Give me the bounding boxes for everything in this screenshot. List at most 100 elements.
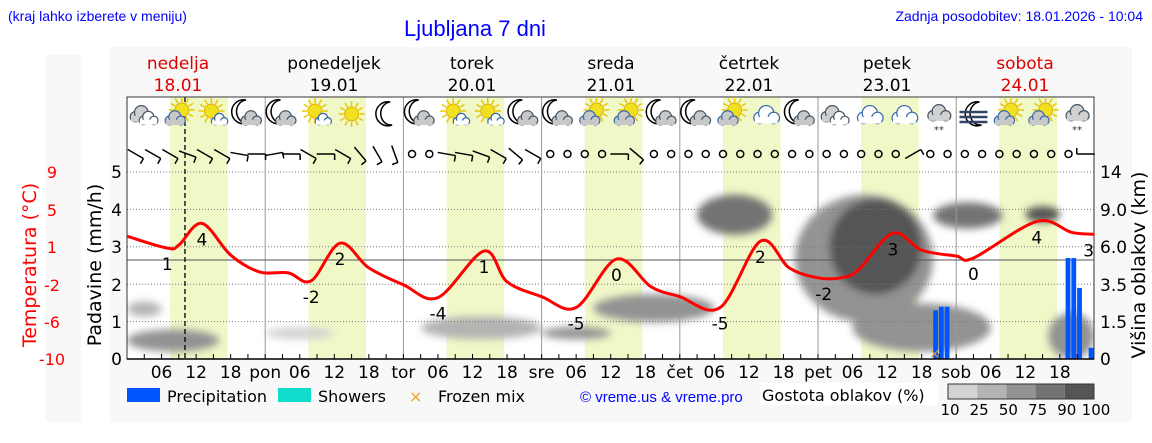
daylight-band (999, 97, 1057, 359)
precipitation-tick-label: 1 (111, 313, 122, 333)
wind-barb-icon (490, 148, 507, 165)
partly-cloudy-day-icon (613, 97, 644, 126)
x-tick-label: 12 (462, 363, 484, 383)
grid (126, 96, 1095, 360)
wind-barb-shaft (437, 151, 456, 157)
sun-ray (619, 102, 625, 107)
sun-ray (476, 103, 482, 108)
sun-ray (214, 99, 219, 105)
cloud-height-tick-label: 1.5 (1100, 313, 1127, 333)
calm-wind-icon (926, 149, 935, 159)
sun-ray (491, 99, 495, 105)
wind-barb-tick (518, 159, 524, 165)
showers-legend-label: Showers (318, 387, 386, 406)
sun-ray (1052, 113, 1058, 118)
sun-ray (1048, 116, 1053, 122)
cloud-base (580, 119, 599, 125)
cloud-scale-label: 50 (999, 401, 1018, 419)
precipitation-tick-label: 4 (111, 201, 122, 221)
partly-cloudy-day-icon (1028, 97, 1059, 126)
precipitation-tick-label: 0 (111, 350, 122, 370)
day-name: ponedeljek (287, 54, 381, 74)
x-tick-label: pet (804, 363, 832, 383)
x-tick-label: 12 (1014, 363, 1036, 383)
calm-wind-icon (943, 149, 952, 159)
cloud-blob (265, 326, 335, 340)
wind-barb-shaft (334, 148, 352, 160)
mostly-sunny-icon (440, 98, 471, 126)
cloud-density-legend-title: Gostota oblakov (%) (762, 386, 925, 405)
x-tick-label: 12 (600, 363, 622, 383)
wind-barb-shaft (390, 145, 399, 163)
wind-barb-icon (629, 147, 645, 165)
temperature-tick-label: 5 (47, 201, 57, 220)
wind-barb-tick (139, 158, 145, 165)
sun-disc (344, 106, 360, 122)
cloud-blob (127, 301, 162, 317)
precipitation-bar (1071, 258, 1077, 359)
sun-ray (441, 103, 447, 108)
calm-wind-icon (580, 149, 590, 159)
wind-barb-icon (213, 148, 231, 165)
cloud-base (794, 119, 813, 125)
day-date: 18.01 (154, 76, 203, 96)
x-tick-label: 06 (427, 363, 449, 383)
calm-wind-icon (1029, 149, 1039, 159)
cloud-shape (1028, 110, 1050, 126)
sun-ray (217, 103, 224, 108)
wind-barb-shaft (162, 148, 179, 160)
cloud-axis-title: Višina oblakov (km) (1128, 172, 1150, 359)
x-tick-label: sob (941, 363, 971, 383)
x-tick-label: 18 (496, 363, 518, 383)
temperature-label: 0 (968, 265, 979, 285)
cloud-base (928, 114, 950, 121)
wind-barb-tick (376, 161, 383, 166)
daylight-band (308, 97, 366, 359)
wind-barb-shaft (904, 148, 922, 160)
x-tick-label: 12 (876, 363, 898, 383)
cloud-shape (829, 110, 850, 126)
day-date: 20.01 (448, 76, 497, 96)
sun-ray (459, 103, 465, 108)
temperature-line (126, 219, 1095, 312)
temperature-label: -2 (303, 288, 320, 308)
precipitation-tick-label: 3 (111, 238, 122, 258)
wind-barb-tick (360, 160, 367, 166)
sun-ray (999, 102, 1005, 107)
sun-ray (476, 114, 482, 119)
calm-wind-icon (1064, 149, 1073, 159)
sun-ray (1017, 113, 1023, 118)
wind-barb-tick (453, 155, 457, 162)
sun-ray (623, 98, 628, 104)
temperature-label: -2 (815, 285, 832, 305)
cloud-scale-swatch (977, 384, 1007, 399)
sun-ray (344, 102, 349, 108)
wind-barb-tick (246, 155, 249, 162)
wind-barb-icon (282, 153, 301, 160)
wind-barb-icon (904, 148, 925, 160)
sun-ray (307, 117, 312, 123)
wind-barb-shaft (372, 145, 383, 163)
temperature-tick-label: -2 (44, 276, 60, 295)
cloud-base (1029, 119, 1048, 125)
credit-link[interactable]: © vreme.us & vreme.pro (580, 389, 743, 406)
partly-cloudy-night-icon (783, 99, 815, 126)
wind-barb-icon (162, 148, 179, 165)
sun-ray (339, 106, 346, 111)
calm-wind-icon (684, 149, 693, 159)
wind-barb-icon (144, 148, 162, 165)
cloud-shape (689, 110, 712, 126)
calm-wind-icon (787, 149, 797, 159)
partly-cloudy-night-icon (403, 99, 435, 126)
x-tick-label: 18 (634, 363, 656, 383)
cloud-shape (993, 110, 1016, 126)
calm-wind-icon (563, 149, 572, 159)
cloud-scale-swatch (1064, 384, 1094, 399)
cloud-shape (314, 112, 333, 126)
wind-barb-shaft (144, 148, 162, 160)
cloud-scale-label: 25 (970, 401, 989, 419)
region-hint[interactable]: (kraj lahko izberete v meniju) (8, 8, 187, 24)
calm-wind-icon (822, 149, 831, 159)
sun-ray (321, 103, 327, 108)
